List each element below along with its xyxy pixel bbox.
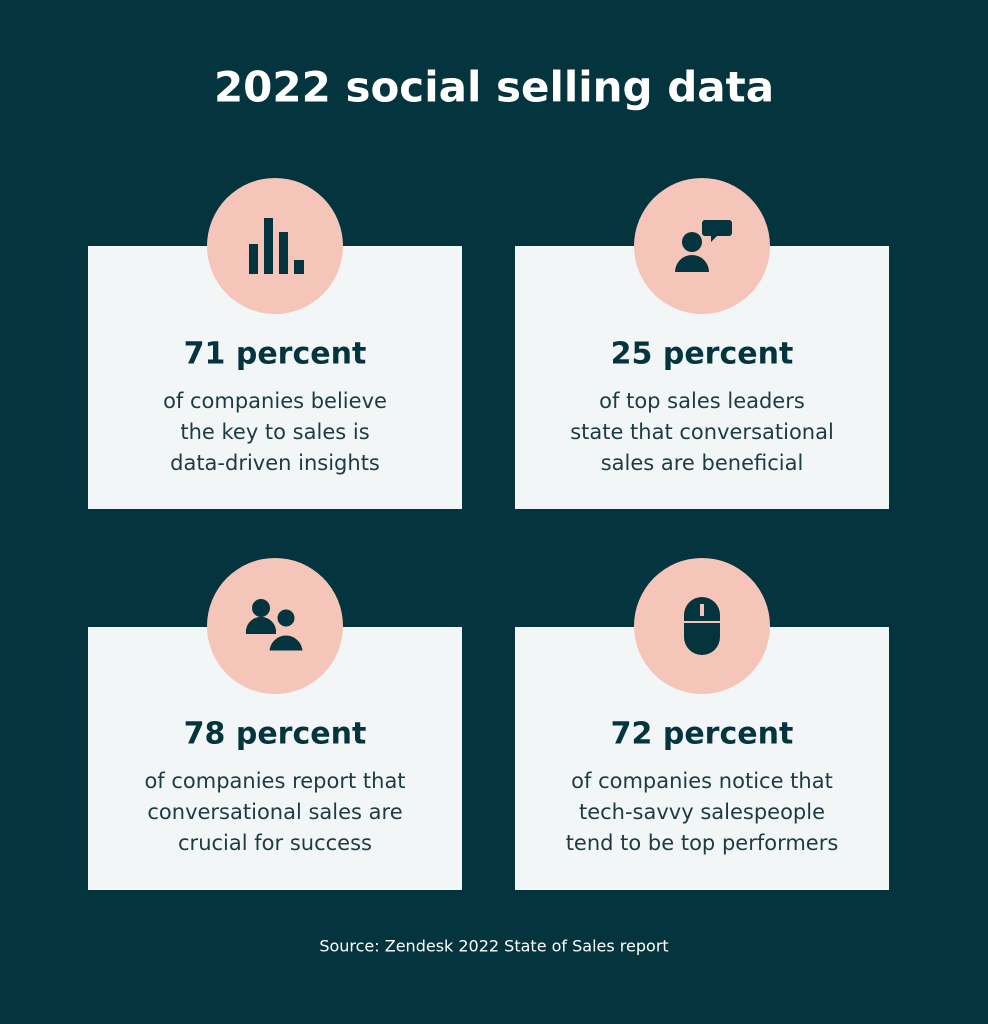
people-icon xyxy=(245,599,306,654)
card-description: of companies believe xyxy=(163,389,387,413)
icon-circle xyxy=(207,558,343,694)
card-description: sales are beneficial xyxy=(601,451,804,475)
card-headline: 72 percent xyxy=(611,717,794,752)
card-headline: 71 percent xyxy=(184,337,367,372)
card-description: conversational sales are xyxy=(147,800,402,824)
card-headline: 25 percent xyxy=(611,337,794,372)
card-headline: 78 percent xyxy=(184,717,367,752)
icon-circle xyxy=(207,178,343,314)
card-description: the key to sales is xyxy=(180,420,369,444)
card-description: tech-savvy salespeople xyxy=(579,800,825,824)
card-description: data-driven insights xyxy=(170,451,380,475)
card-description: of companies notice that xyxy=(571,769,833,793)
card-description: of top sales leaders xyxy=(599,389,805,413)
mouse-icon xyxy=(684,597,720,655)
card-description: of companies report that xyxy=(144,769,405,793)
card-description: crucial for success xyxy=(178,831,372,855)
chat-person-icon xyxy=(675,220,732,272)
card-description: state that conversational xyxy=(570,420,834,444)
icon-circle xyxy=(634,178,770,314)
source: Source: Zendesk 2022 State of Sales repo… xyxy=(319,937,668,956)
card-description: tend to be top performers xyxy=(566,831,839,855)
title: 2022 social selling data xyxy=(214,63,774,112)
bar-chart-icon xyxy=(249,218,304,274)
